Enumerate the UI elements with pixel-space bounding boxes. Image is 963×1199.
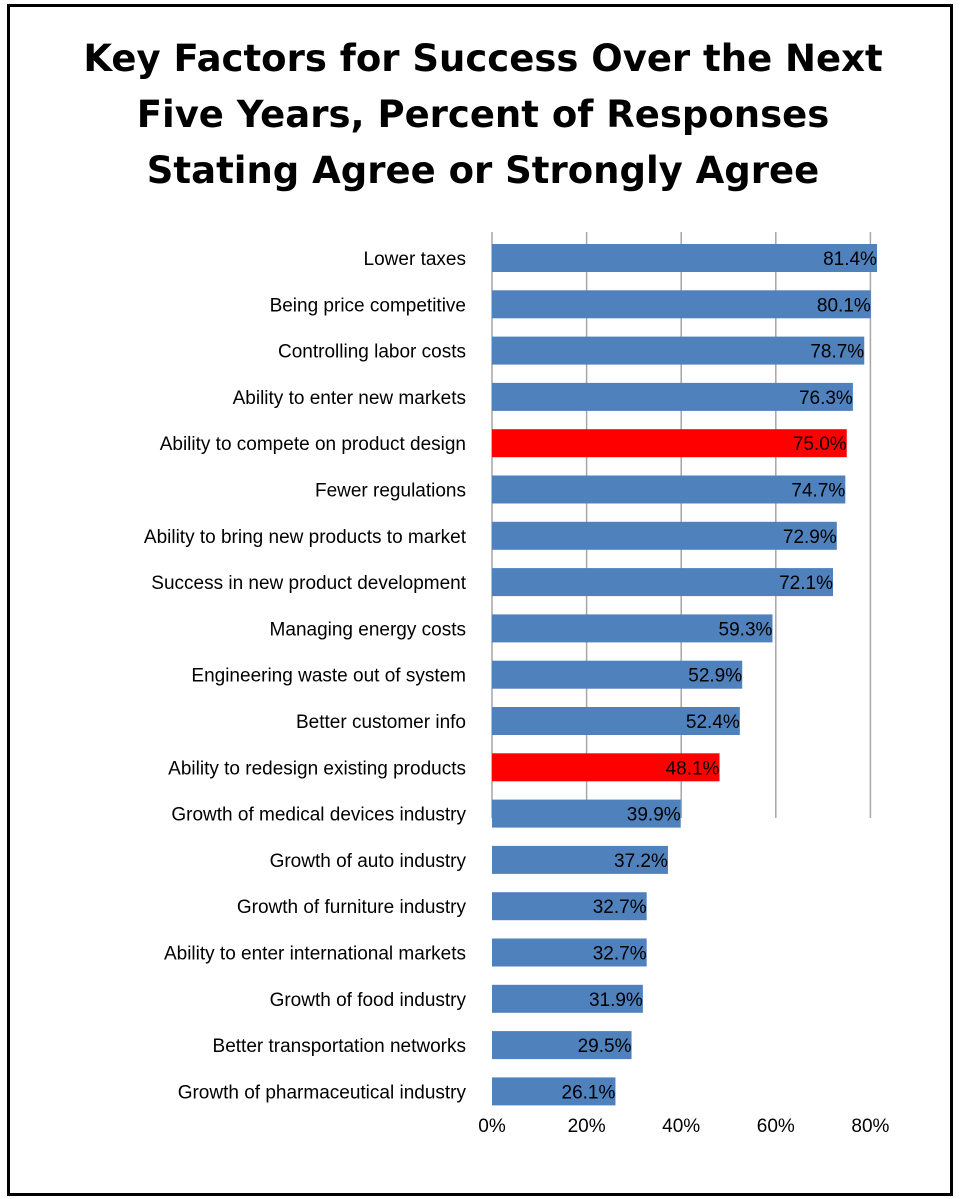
value-label-15: 32.7%: [593, 944, 647, 965]
x-tick-label-2: 40%: [662, 1116, 700, 1137]
category-label-6: Ability to bring new products to market: [144, 527, 467, 548]
value-label-2: 78.7%: [810, 342, 864, 363]
x-tick-label-4: 80%: [851, 1116, 889, 1137]
value-label-18: 26.1%: [562, 1082, 616, 1103]
bar-8: [492, 614, 773, 643]
value-label-0: 81.4%: [823, 249, 877, 270]
value-label-13: 37.2%: [614, 851, 668, 872]
category-label-13: Growth of auto industry: [270, 851, 467, 872]
value-label-8: 59.3%: [719, 619, 773, 640]
category-label-0: Lower taxes: [364, 249, 466, 270]
bar-14: [492, 892, 647, 921]
bar-0: [492, 244, 878, 272]
bar-10: [492, 707, 740, 735]
bar-7: [492, 568, 834, 597]
bar-3: [492, 382, 853, 411]
bar-18: [492, 1077, 616, 1106]
bar-1: [492, 290, 871, 319]
category-label-17: Better transportation networks: [213, 1036, 466, 1057]
category-label-14: Growth of furniture industry: [237, 897, 467, 918]
value-label-16: 31.9%: [589, 990, 643, 1011]
value-labels: 81.4% 80.1% 78.7% 76.3% 75.0% 74.7% 72.9% 72.1%…: [562, 249, 878, 1103]
category-label-5: Fewer regulations: [315, 481, 466, 502]
category-label-12: Growth of medical devices industry: [171, 805, 466, 826]
value-label-12: 39.9%: [627, 805, 681, 826]
x-axis-tick-labels: 0% 20% 40% 60% 80%: [478, 1116, 889, 1137]
value-label-7: 72.1%: [779, 573, 833, 594]
value-label-4: 75.0%: [793, 434, 847, 455]
chart-frame: Key Factors for Success Over the Next Fi…: [7, 4, 953, 1196]
category-label-1: Being price competitive: [270, 295, 466, 316]
value-label-10: 52.4%: [686, 712, 740, 733]
x-tick-label-0: 0%: [478, 1116, 506, 1137]
bar-9: [492, 660, 743, 689]
value-label-11: 48.1%: [666, 758, 720, 779]
category-label-9: Engineering waste out of system: [191, 666, 466, 687]
bar-13: [492, 845, 668, 874]
bars: [492, 244, 878, 1106]
category-label-18: Growth of pharmaceutical industry: [178, 1082, 467, 1103]
value-label-3: 76.3%: [799, 388, 853, 409]
bar-4: [492, 429, 847, 458]
category-label-7: Success in new product development: [151, 573, 466, 594]
value-label-14: 32.7%: [593, 897, 647, 918]
bar-17: [492, 1031, 632, 1060]
category-label-11: Ability to redesign existing products: [168, 758, 466, 779]
category-label-2: Controlling labor costs: [278, 342, 466, 363]
bar-5: [492, 475, 846, 504]
x-tick-label-3: 60%: [757, 1116, 795, 1137]
x-tick-label-1: 20%: [568, 1116, 606, 1137]
value-label-9: 52.9%: [688, 666, 742, 687]
bar-11: [492, 753, 720, 782]
value-label-5: 74.7%: [791, 481, 845, 502]
bar-12: [492, 799, 681, 828]
value-label-17: 29.5%: [578, 1036, 632, 1057]
category-label-4: Ability to compete on product design: [160, 434, 466, 455]
category-label-15: Ability to enter international markets: [164, 944, 466, 965]
value-label-6: 72.9%: [783, 527, 837, 548]
bar-2: [492, 336, 865, 365]
category-label-8: Managing energy costs: [270, 619, 466, 640]
value-label-1: 80.1%: [817, 295, 871, 316]
category-label-16: Growth of food industry: [270, 990, 467, 1011]
bar-6: [492, 521, 837, 550]
bar-15: [492, 938, 647, 967]
category-label-3: Ability to enter new markets: [233, 388, 466, 409]
category-labels: Lower taxes Being price competitive Contro…: [144, 249, 467, 1103]
bar-16: [492, 984, 643, 1013]
chart-title: Key Factors for Success Over the Next Fi…: [83, 37, 883, 192]
category-label-10: Better customer info: [296, 712, 466, 733]
